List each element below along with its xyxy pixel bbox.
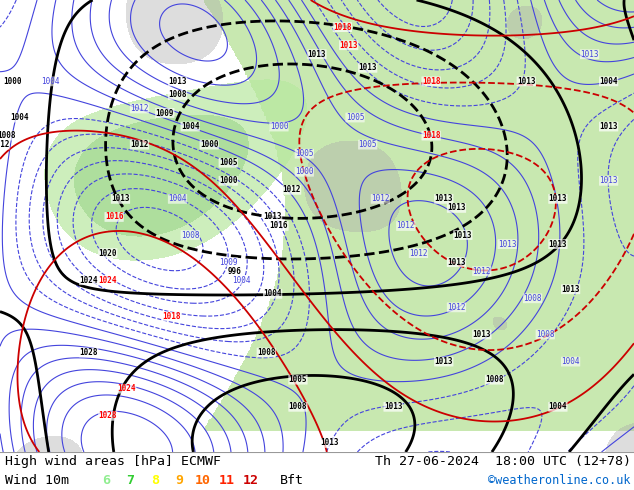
Text: High wind areas [hPa] ECMWF: High wind areas [hPa] ECMWF — [5, 455, 221, 468]
Text: 1004: 1004 — [231, 276, 250, 285]
Text: 1013: 1013 — [307, 50, 327, 59]
Text: 1013: 1013 — [320, 439, 339, 447]
Text: 1013: 1013 — [453, 230, 472, 240]
Text: 1004: 1004 — [181, 122, 200, 131]
Text: 1009: 1009 — [219, 258, 238, 267]
Text: 7: 7 — [127, 474, 134, 487]
Text: 1004: 1004 — [10, 113, 29, 122]
Text: 1018: 1018 — [333, 23, 352, 32]
Text: 1013: 1013 — [561, 285, 580, 294]
Text: 1013: 1013 — [599, 122, 618, 131]
Text: 1012: 1012 — [396, 221, 415, 230]
Text: 1012: 1012 — [130, 140, 149, 149]
Text: 1000: 1000 — [295, 167, 314, 176]
Text: Bft: Bft — [280, 474, 304, 487]
Text: 1000: 1000 — [3, 77, 22, 86]
Text: 1013: 1013 — [498, 240, 517, 248]
Text: 1028: 1028 — [79, 348, 98, 357]
Text: 1008: 1008 — [257, 348, 276, 357]
Text: 1008: 1008 — [168, 91, 187, 99]
Text: 1008: 1008 — [523, 294, 542, 303]
Text: 1008: 1008 — [485, 375, 504, 384]
Text: 1013: 1013 — [548, 240, 567, 248]
Text: 12: 12 — [243, 474, 259, 487]
Text: 11: 11 — [219, 474, 235, 487]
Text: 1013: 1013 — [580, 50, 599, 59]
Text: 1013: 1013 — [548, 195, 567, 203]
Text: 1013: 1013 — [434, 357, 453, 366]
Text: 1024: 1024 — [98, 276, 117, 285]
Text: 10: 10 — [195, 474, 211, 487]
Text: 1013: 1013 — [517, 77, 536, 86]
Text: 1028: 1028 — [98, 411, 117, 420]
Text: 1008: 1008 — [0, 131, 16, 140]
Text: 1009: 1009 — [155, 108, 174, 118]
Text: 1004: 1004 — [41, 77, 60, 86]
Text: 1008: 1008 — [288, 402, 307, 411]
Text: 1013: 1013 — [263, 213, 282, 221]
Text: 1013: 1013 — [447, 258, 466, 267]
Text: 1012: 1012 — [472, 267, 491, 276]
Text: 1004: 1004 — [263, 289, 282, 298]
Text: 1005: 1005 — [288, 375, 307, 384]
Text: 1005: 1005 — [358, 140, 377, 149]
Text: 1013: 1013 — [447, 203, 466, 213]
Text: 1013: 1013 — [599, 176, 618, 185]
Text: 1012: 1012 — [447, 303, 466, 312]
Text: ©weatheronline.co.uk: ©weatheronline.co.uk — [488, 474, 631, 487]
Text: 6: 6 — [103, 474, 110, 487]
Text: 1008: 1008 — [536, 330, 555, 339]
Text: 1000: 1000 — [200, 140, 219, 149]
Text: 9: 9 — [175, 474, 183, 487]
Text: 1024: 1024 — [79, 276, 98, 285]
Text: 1013: 1013 — [384, 402, 403, 411]
Text: 1000: 1000 — [269, 122, 288, 131]
Text: 1012: 1012 — [130, 104, 149, 113]
Text: 1013: 1013 — [168, 77, 187, 86]
Text: 1018: 1018 — [162, 312, 181, 321]
Text: 1018: 1018 — [422, 131, 441, 140]
Text: 1018: 1018 — [422, 77, 441, 86]
Text: 1013: 1013 — [339, 41, 358, 49]
Text: 1008: 1008 — [181, 230, 200, 240]
Text: 1012: 1012 — [0, 140, 10, 149]
Text: 1016: 1016 — [269, 221, 288, 230]
Text: 8: 8 — [151, 474, 158, 487]
Text: 1016: 1016 — [105, 213, 124, 221]
Text: 1024: 1024 — [117, 384, 136, 393]
Text: 1004: 1004 — [548, 402, 567, 411]
Text: 1020: 1020 — [98, 248, 117, 258]
Text: 1005: 1005 — [346, 113, 365, 122]
Text: Wind 10m: Wind 10m — [5, 474, 69, 487]
Text: Th 27-06-2024  18:00 UTC (12+78): Th 27-06-2024 18:00 UTC (12+78) — [375, 455, 631, 468]
Text: 1000: 1000 — [219, 176, 238, 185]
Text: 1004: 1004 — [561, 357, 580, 366]
Text: 1013: 1013 — [472, 330, 491, 339]
Text: 1004: 1004 — [168, 195, 187, 203]
Text: 1012: 1012 — [409, 248, 428, 258]
Text: 1012: 1012 — [282, 185, 301, 195]
Text: 1013: 1013 — [434, 195, 453, 203]
Text: 1012: 1012 — [371, 195, 390, 203]
Text: 1013: 1013 — [358, 63, 377, 73]
Text: 996: 996 — [228, 267, 242, 276]
Text: 1005: 1005 — [219, 158, 238, 167]
Text: 1005: 1005 — [295, 149, 314, 158]
Text: 1013: 1013 — [111, 195, 130, 203]
Text: 1004: 1004 — [599, 77, 618, 86]
